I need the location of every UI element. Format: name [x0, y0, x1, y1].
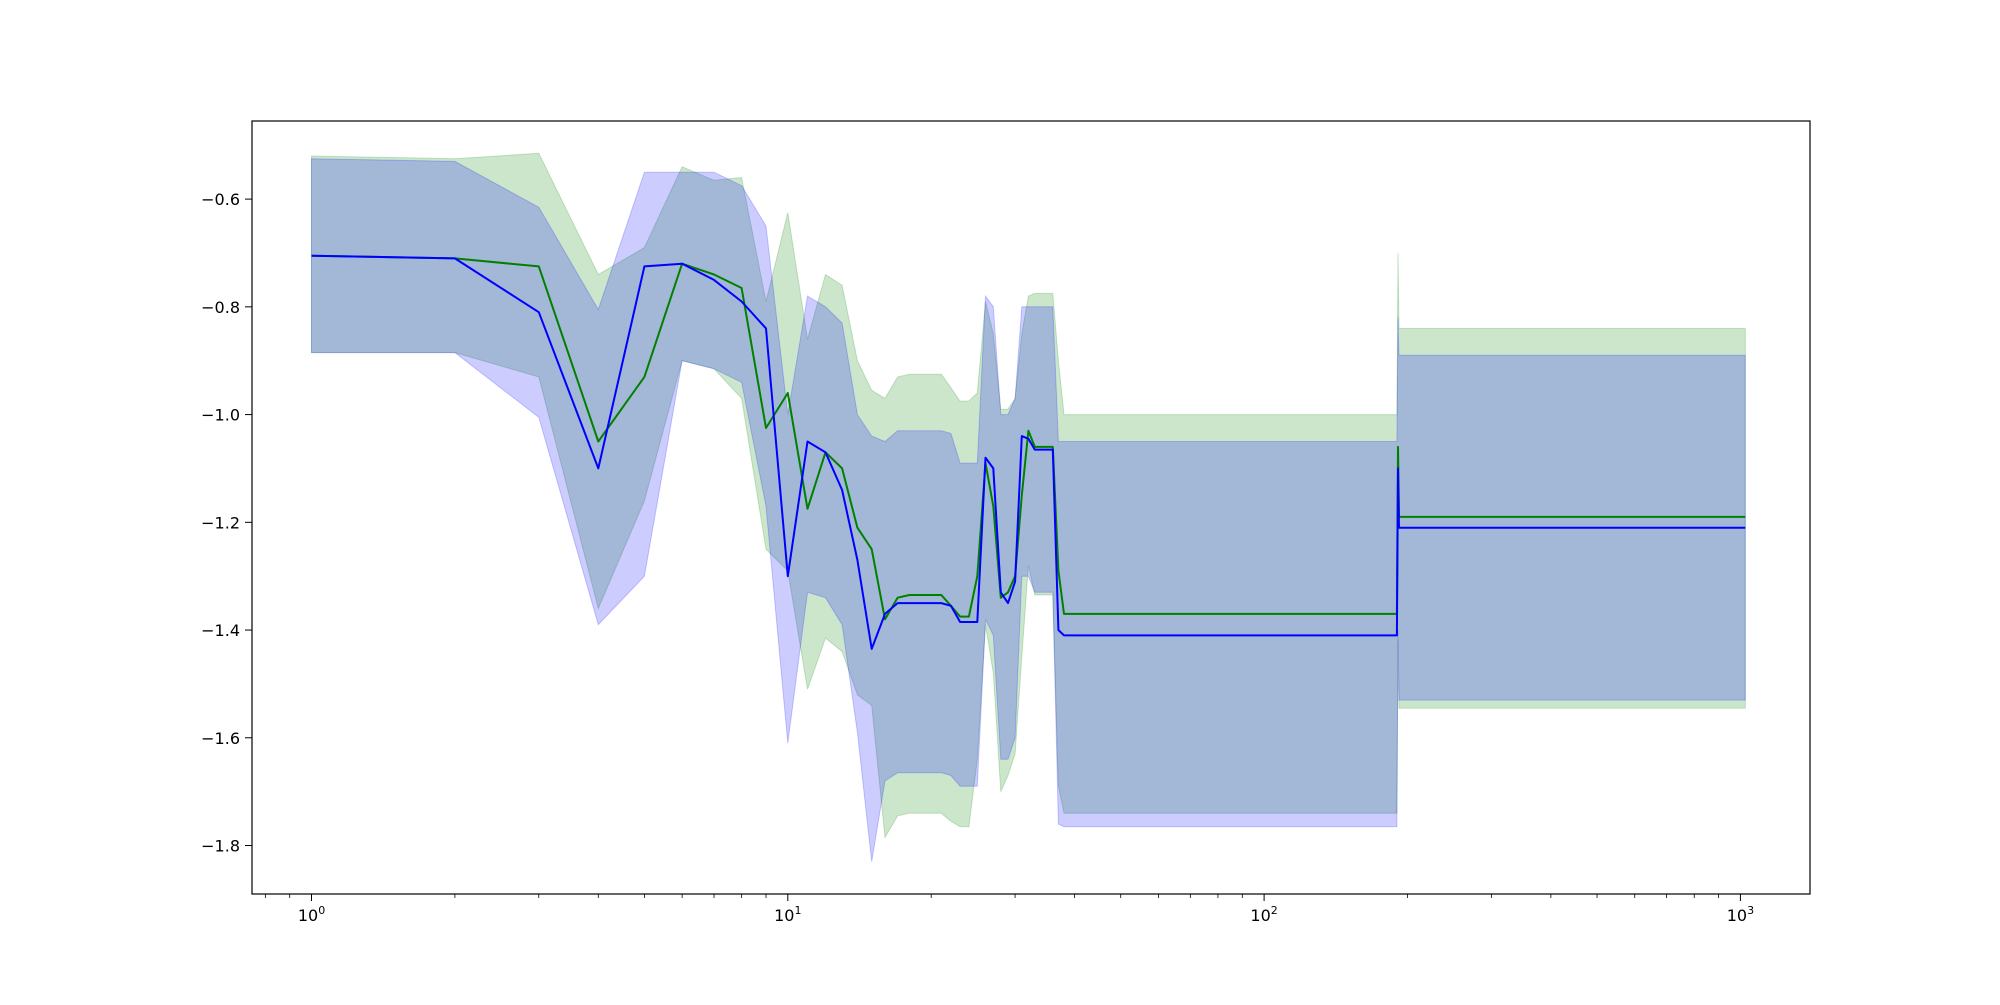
y-tick-label: −1.0 — [201, 406, 240, 425]
y-tick-label: −1.8 — [201, 837, 240, 856]
plot-area-frame — [251, 120, 1811, 895]
x-tick-base: 10 — [298, 906, 318, 925]
x-tick-label: 100 — [298, 904, 325, 925]
x-tick-base: 10 — [1727, 906, 1747, 925]
y-axis: −0.6 −0.8 −1.0 −1.2 −1.4 −1.6 −1.8 — [201, 190, 252, 856]
x-tick-exponent: 2 — [1271, 904, 1278, 917]
series-1-band — [311, 152, 1746, 839]
y-tick-label: −0.6 — [201, 190, 240, 209]
series-1-line — [311, 254, 1746, 621]
x-tick-exponent: 0 — [318, 904, 325, 917]
x-axis: 100 101 102 103 — [264, 894, 1754, 925]
x-tick-base: 10 — [1250, 906, 1270, 925]
x-tick-exponent: 3 — [1747, 904, 1754, 917]
x-tick-base: 10 — [774, 906, 794, 925]
x-tick-label: 102 — [1250, 904, 1277, 925]
y-tick-label: −1.4 — [201, 621, 240, 640]
series-2-band — [311, 158, 1746, 862]
series-2-line — [311, 254, 1746, 650]
x-tick-exponent: 1 — [794, 904, 801, 917]
confidence-bands — [311, 152, 1746, 862]
series-lines — [311, 254, 1746, 650]
x-tick-label: 101 — [774, 904, 801, 925]
y-tick-label: −1.2 — [201, 513, 240, 532]
x-tick-label: 103 — [1727, 904, 1754, 925]
y-tick-label: −1.6 — [201, 729, 240, 748]
y-tick-label: −0.8 — [201, 298, 240, 317]
